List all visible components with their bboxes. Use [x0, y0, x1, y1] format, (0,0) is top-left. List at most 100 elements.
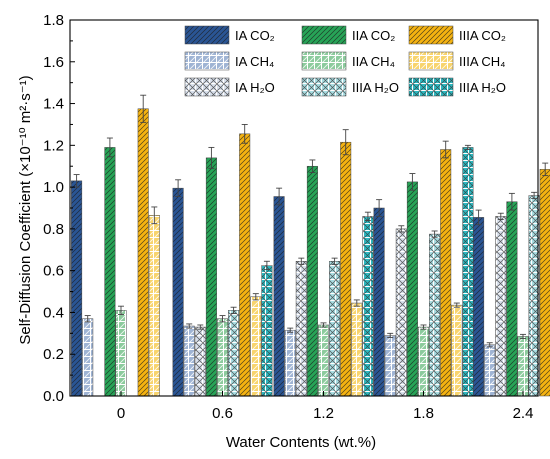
error-bar-3-0: [106, 137, 113, 158]
bar-7-2: [351, 302, 363, 397]
bar-0-1: [172, 187, 184, 397]
bar-3-3: [406, 181, 418, 397]
error-bar-2-1: [197, 324, 204, 330]
error-bar-1-2: [287, 327, 294, 333]
y-tick-label: 0.2: [43, 346, 64, 363]
bar-1-1: [183, 325, 195, 397]
legend-item: IIIA H₂O: [408, 77, 506, 97]
bar-6-4: [539, 169, 550, 397]
error-bar-4-2: [320, 322, 327, 328]
legend-item: IA CO₂: [184, 25, 275, 45]
error-bar-7-1: [252, 293, 259, 301]
bar-7-3: [451, 304, 463, 397]
legend-item: IA CH₄: [184, 51, 274, 71]
legend-swatch: [301, 51, 347, 71]
legend-swatch: [301, 25, 347, 45]
y-tick-label: 0.0: [43, 388, 64, 405]
bar-6-3: [440, 149, 452, 397]
bar-8-3: [462, 147, 474, 397]
legend-item: IA H₂O: [184, 77, 275, 97]
legend-label: IIIA CO₂: [459, 28, 506, 43]
x-tick-label: 0.6: [212, 405, 233, 422]
legend-label: IA H₂O: [235, 80, 275, 95]
error-bar-0-1: [175, 179, 182, 197]
bar-0-2: [273, 196, 285, 397]
y-axis-title: Self-Diffusion Coefficient (×10⁻¹⁰ m²·s⁻…: [17, 75, 34, 344]
bar-1-0: [82, 318, 94, 397]
bar-4-3: [418, 326, 429, 397]
bar-5-3: [429, 233, 441, 397]
bar-2-1: [194, 326, 206, 397]
x-axis-title: Water Contents (wt.%): [226, 434, 376, 451]
error-bar-4-4: [520, 333, 526, 340]
legend-label: IIA CH₄: [352, 54, 395, 69]
error-bar-6-4: [542, 162, 549, 177]
error-bar-8-2: [364, 211, 371, 221]
legend-swatch: [408, 25, 454, 45]
error-bar-8-3: [464, 144, 471, 150]
error-bar-5-4: [531, 191, 538, 200]
legend-item: IIIA CO₂: [408, 25, 506, 45]
error-bar-6-3: [442, 140, 449, 159]
x-tick-label: 1.2: [313, 405, 334, 422]
legend-label: IIIA H₂O: [459, 80, 506, 95]
legend-swatch: [184, 25, 230, 45]
error-bar-7-0: [151, 206, 158, 225]
bar-2-3: [395, 228, 407, 397]
error-bar-6-2: [342, 129, 349, 156]
error-bar-1-1: [186, 323, 193, 329]
bar-5-1: [228, 310, 240, 397]
error-bar-2-3: [398, 225, 405, 233]
bar-8-1: [261, 265, 273, 397]
x-tick-label: 0: [117, 405, 125, 422]
y-tick-label: 1.0: [43, 179, 64, 196]
error-bar-3-1: [208, 146, 215, 169]
error-bar-1-4: [486, 342, 493, 348]
bar-4-0: [115, 310, 127, 397]
legend-label: IIIA H₂O: [352, 80, 399, 95]
legend-swatch: [408, 51, 454, 71]
bar-3-1: [205, 157, 217, 397]
bar-2-4: [495, 216, 507, 397]
error-bar-1-3: [387, 332, 394, 338]
bar-0-3: [373, 207, 385, 397]
bar-0-0: [71, 180, 83, 397]
y-tick-label: 0.8: [43, 221, 64, 238]
error-bars-layer: [73, 94, 549, 348]
legend-swatch: [408, 77, 454, 97]
error-bar-6-0: [140, 94, 147, 123]
x-tick-label: 2.4: [513, 405, 534, 422]
error-bar-2-2: [298, 257, 305, 265]
error-bar-8-1: [263, 260, 270, 271]
y-tick-label: 1.8: [43, 12, 64, 29]
legend-item: IIIA H₂O: [301, 77, 399, 97]
bar-2-2: [295, 261, 307, 397]
error-bar-0-2: [276, 187, 283, 206]
bars-layer: [71, 108, 550, 397]
y-tick-label: 0.6: [43, 263, 64, 280]
error-bar-2-4: [497, 212, 504, 220]
error-bar-7-2: [353, 299, 360, 307]
error-bar-0-3: [376, 199, 383, 217]
y-tick-label: 1.6: [43, 54, 64, 71]
error-bar-0-4: [475, 209, 482, 226]
error-bar-5-3: [431, 230, 438, 238]
axes-layer: 0.0 0.2 0.4 0.6 0.8 1.0 1.2 1.4 1.6 1.8 0 0.6 1.2 1.8…: [43, 12, 539, 422]
error-bar-3-4: [508, 192, 515, 211]
error-bar-4-3: [420, 324, 427, 330]
error-bar-4-1: [219, 315, 226, 323]
legend-label: IIIA CH₄: [459, 54, 505, 69]
bar-3-4: [506, 201, 518, 397]
error-bar-1-0: [84, 315, 91, 323]
legend: IA CO₂ IA CH₄ IA H₂O IIA CO₂ IIA CH₄ IIIA H₂O…: [184, 25, 506, 97]
y-tick-label: 1.2: [43, 137, 64, 154]
y-tick-label: 0.4: [43, 304, 64, 321]
legend-label: IA CO₂: [235, 28, 275, 43]
bar-7-1: [250, 296, 262, 397]
bar-8-2: [362, 216, 374, 397]
legend-item: IIA CH₄: [301, 51, 395, 71]
bar-6-0: [137, 108, 149, 397]
error-bar-3-3: [409, 173, 416, 191]
error-bar-5-2: [331, 257, 338, 265]
